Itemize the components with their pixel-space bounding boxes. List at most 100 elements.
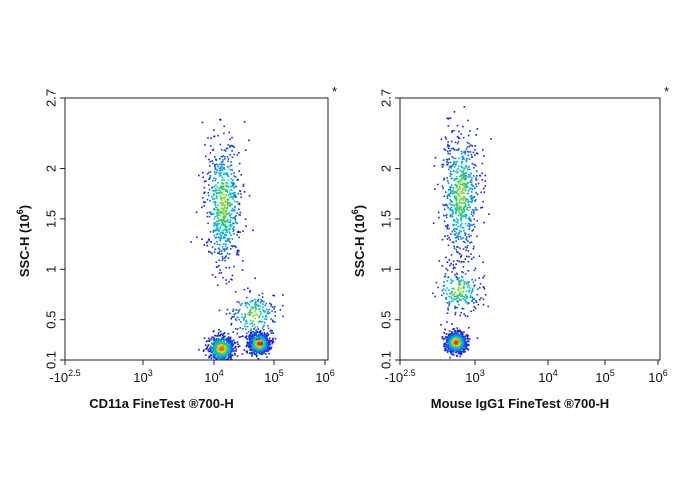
scatter-point	[474, 149, 476, 151]
scatter-point	[217, 343, 220, 346]
scatter-point	[258, 352, 261, 355]
scatter-point	[248, 139, 250, 142]
scatter-point	[450, 173, 453, 176]
scatter-point	[461, 152, 463, 155]
scatter-point	[216, 350, 219, 353]
scatter-point	[225, 234, 228, 237]
scatter-point	[456, 343, 458, 346]
scatter-point	[450, 233, 452, 235]
scatter-point	[218, 348, 221, 351]
scatter-point	[205, 348, 207, 350]
scatter-point	[229, 138, 231, 141]
scatter-point	[225, 243, 227, 245]
scatter-point	[463, 343, 465, 345]
scatter-point	[216, 340, 219, 343]
scatter-point	[216, 352, 218, 354]
scatter-point	[449, 356, 451, 359]
scatter-point	[264, 341, 267, 343]
scatter-point	[221, 342, 223, 344]
scatter-point	[470, 253, 472, 255]
scatter-point	[214, 209, 216, 211]
scatter-point	[229, 349, 231, 352]
scatter-point	[234, 328, 237, 330]
scatter-point	[254, 310, 256, 313]
scatter-point	[456, 209, 458, 212]
scatter-point	[461, 177, 463, 179]
scatter-point	[249, 345, 252, 348]
scatter-point	[473, 306, 476, 308]
scatter-point	[231, 238, 234, 240]
scatter-point	[247, 331, 250, 333]
scatter-point	[474, 267, 477, 270]
scatter-point	[456, 306, 458, 309]
scatter-point	[204, 191, 206, 193]
scatter-point	[465, 294, 467, 296]
scatter-point	[449, 187, 452, 190]
scatter-point	[233, 228, 235, 231]
scatter-point	[446, 312, 449, 314]
scatter-point	[441, 337, 444, 339]
scatter-point	[456, 124, 459, 127]
scatter-point	[282, 315, 284, 318]
scatter-point	[457, 246, 459, 248]
scatter-point	[446, 180, 449, 182]
scatter-point	[452, 170, 455, 172]
scatter-point	[251, 337, 254, 340]
scatter-point	[231, 224, 233, 226]
scatter-point	[455, 339, 457, 342]
scatter-point	[234, 205, 236, 208]
scatter-point	[250, 332, 252, 334]
scatter-point	[451, 212, 454, 215]
scatter-point	[456, 135, 459, 138]
x-tick-label: 106	[315, 368, 334, 385]
scatter-point	[207, 344, 209, 347]
scatter-point	[233, 172, 235, 174]
scatter-point	[451, 323, 453, 325]
scatter-point	[454, 196, 456, 199]
scatter-point	[464, 273, 467, 275]
scatter-point	[464, 150, 467, 153]
scatter-point	[223, 149, 226, 151]
scatter-point	[216, 214, 219, 216]
scatter-point	[472, 209, 474, 211]
scatter-point	[452, 328, 454, 330]
scatter-point	[226, 247, 229, 249]
scatter-point	[223, 220, 226, 223]
scatter-point	[253, 345, 256, 348]
scatter-point	[264, 344, 267, 347]
scatter-point	[441, 265, 444, 267]
scatter-point	[228, 224, 231, 227]
scatter-point	[227, 346, 230, 348]
scatter-point	[226, 207, 229, 209]
scatter-point	[267, 350, 270, 352]
scatter-point	[210, 240, 212, 243]
scatter-point	[221, 336, 224, 339]
scatter-point	[231, 185, 234, 188]
right-plot-frame	[399, 97, 661, 361]
scatter-point	[248, 345, 251, 348]
scatter-point	[279, 309, 282, 311]
scatter-point	[462, 215, 465, 218]
scatter-point	[255, 333, 257, 335]
scatter-point	[271, 342, 273, 345]
scatter-point	[443, 332, 446, 334]
scatter-point	[468, 142, 470, 145]
scatter-point	[226, 237, 229, 240]
scatter-point	[464, 213, 467, 216]
scatter-point	[445, 298, 447, 300]
scatter-point	[250, 342, 253, 345]
scatter-point	[463, 345, 465, 347]
scatter-point	[266, 341, 268, 344]
scatter-point	[462, 156, 465, 159]
scatter-point	[465, 215, 468, 217]
scatter-point	[220, 203, 223, 205]
scatter-point	[460, 333, 462, 335]
scatter-point	[231, 345, 234, 347]
scatter-point	[469, 242, 471, 244]
scatter-point	[454, 190, 456, 193]
scatter-point	[227, 239, 229, 241]
scatter-point	[445, 138, 448, 140]
scatter-point	[203, 201, 205, 203]
scatter-point	[452, 260, 455, 263]
scatter-point	[227, 194, 230, 197]
